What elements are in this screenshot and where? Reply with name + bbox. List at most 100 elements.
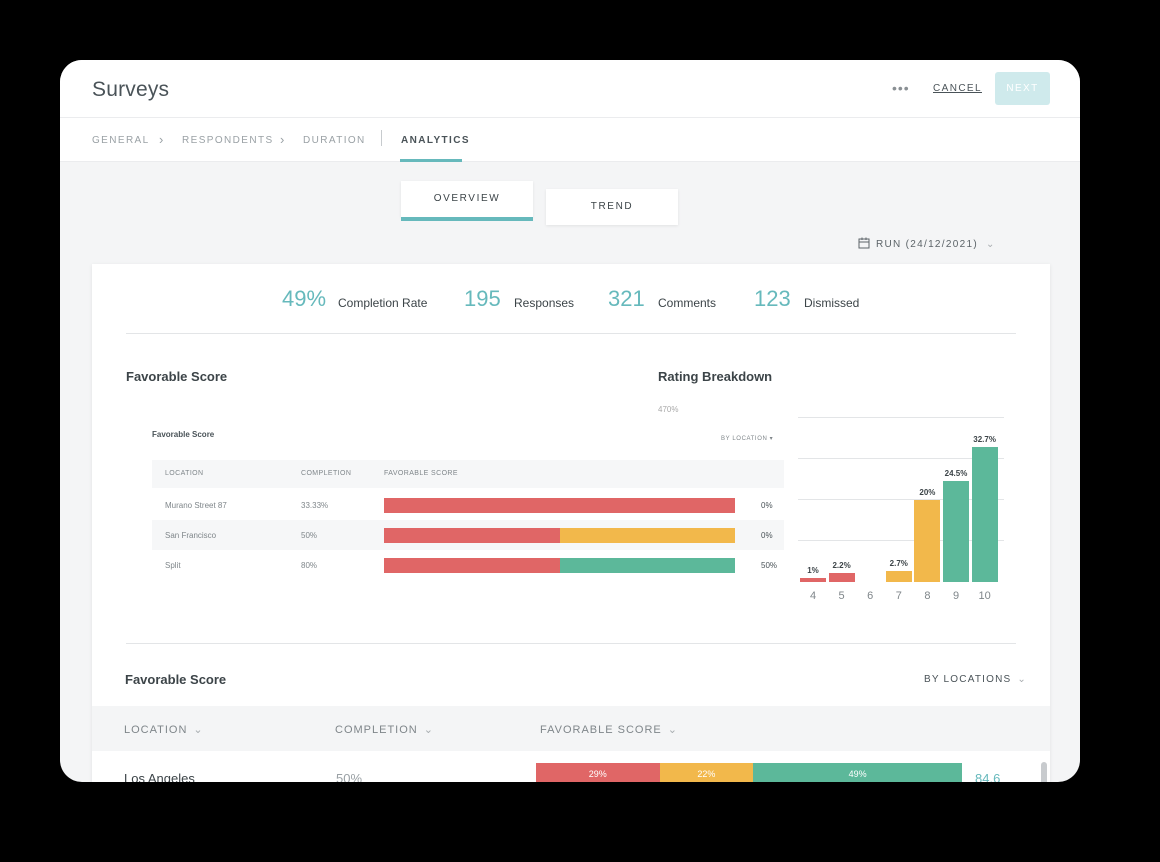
column-completion-label: COMPLETION [335, 724, 418, 736]
rating-bar-label: 32.7% [973, 435, 996, 445]
scrollbar[interactable] [1041, 762, 1047, 782]
sort-favorable-score[interactable]: FAVORABLE SCORE ⌄ [540, 723, 678, 736]
row-completion: 50% [336, 771, 363, 782]
bar-segment-unfavorable [384, 558, 560, 573]
chevron-down-icon: ⌄ [667, 724, 678, 736]
by-location-dropdown[interactable]: BY LOCATION ▾ [721, 436, 774, 442]
rating-tick-label: 5 [838, 590, 845, 602]
column-location: LOCATION [165, 470, 204, 477]
row-completion: 50% [301, 531, 318, 540]
sort-completion[interactable]: COMPLETION ⌄ [335, 723, 434, 736]
survey-window: Surveys ••• CANCEL NEXT GENERAL › RESPON… [60, 60, 1080, 782]
locations-table-header: LOCATION ⌄ COMPLETION ⌄ FAVORABLE SCORE ⌄ [92, 706, 1050, 751]
analytics-card: 49% Completion Rate 195 Responses 321 Co… [92, 264, 1050, 782]
grid-line [798, 499, 1004, 500]
stat-dismissed-label: Dismissed [804, 296, 860, 310]
favorable-score-title: Favorable Score [126, 369, 228, 384]
stat-dismissed-value: 123 [754, 286, 791, 311]
rating-tick-label: 10 [978, 590, 991, 602]
row-location: San Francisco [165, 531, 217, 540]
row-completion: 80% [301, 561, 318, 570]
stat-responses-value: 195 [464, 286, 501, 311]
table-row[interactable]: San Francisco 50% 0% [152, 520, 784, 550]
bar-segment-unfavorable: 29% [536, 763, 660, 782]
by-locations-dropdown[interactable]: BY LOCATIONS ⌄ [924, 674, 1027, 685]
chevron-right-icon: › [159, 132, 164, 147]
row-favorable-pct: 0% [761, 501, 773, 510]
chart-cut-label: 470% [658, 405, 679, 414]
rating-tick-label: 6 [867, 590, 874, 602]
rating-tick-label: 9 [952, 590, 960, 602]
active-step-indicator [400, 159, 462, 162]
column-favorable-score: FAVORABLE SCORE [384, 470, 458, 477]
stat-responses-label: Responses [514, 296, 575, 310]
tab-overview[interactable]: OVERVIEW [401, 181, 533, 221]
row-location: Split [165, 561, 181, 570]
rating-tick-label: 7 [895, 590, 902, 602]
page-title: Surveys [92, 78, 170, 101]
grid-line [798, 417, 1004, 418]
calendar-icon [858, 237, 870, 249]
favorable-table-header: LOCATION COMPLETION FAVORABLE SCORE [152, 460, 784, 488]
table-row[interactable]: Murano Street 87 33.33% 0% [152, 490, 784, 520]
rating-bar-label: 20% [919, 487, 936, 497]
grid-line [798, 540, 1004, 541]
rating-breakdown-title: Rating Breakdown [658, 369, 773, 384]
next-button[interactable]: NEXT [995, 72, 1050, 105]
row-favorable-bar [384, 528, 735, 543]
row-location: Murano Street 87 [165, 501, 227, 510]
row-score: 84.6 [975, 771, 1001, 782]
rating-bar-label: 24.5% [944, 468, 968, 478]
tab-trend[interactable]: TREND [546, 189, 678, 225]
rating-bar-label: 2.7% [889, 558, 908, 568]
rating-bar [828, 572, 855, 582]
sort-location[interactable]: LOCATION ⌄ [124, 723, 204, 736]
run-label: RUN (24/12/2021) [876, 239, 978, 250]
bar-segment-neutral [559, 528, 735, 543]
more-options-icon[interactable]: ••• [892, 80, 910, 96]
step-divider [381, 130, 382, 146]
rating-bar [800, 577, 826, 582]
tab-overview-label: OVERVIEW [433, 193, 501, 204]
chevron-down-icon: ⌄ [193, 724, 204, 736]
rating-bar [914, 499, 941, 582]
step-navigation: GENERAL › RESPONDENTS › DURATION ANALYTI… [60, 118, 1080, 162]
run-selector[interactable]: RUN (24/12/2021) ⌄ [858, 237, 996, 250]
stat-comments-value: 321 [608, 286, 645, 311]
step-respondents[interactable]: RESPONDENTS [182, 135, 274, 146]
rating-bar-label: 1% [807, 565, 819, 575]
rating-bar [885, 570, 912, 582]
bar-segment-neutral: 22% [659, 763, 754, 782]
column-location-label: LOCATION [124, 724, 188, 736]
row-favorable-pct: 0% [761, 531, 773, 540]
chevron-down-icon: ⌄ [1017, 674, 1027, 685]
step-analytics[interactable]: ANALYTICS [401, 135, 470, 146]
favorable-score-inner-title: Favorable Score [152, 430, 215, 439]
step-general[interactable]: GENERAL [92, 135, 150, 146]
by-locations-label: BY LOCATIONS [924, 674, 1012, 685]
grid-line [798, 458, 1004, 459]
row-favorable-pct: 50% [761, 561, 778, 570]
stat-completion-value: 49% [282, 286, 327, 311]
top-bar: Surveys ••• CANCEL NEXT [60, 60, 1080, 118]
cancel-button[interactable]: CANCEL [933, 83, 982, 94]
rating-tick-label: 4 [809, 590, 817, 602]
row-favorable-bar: 29% 22% 49% [536, 763, 962, 782]
chevron-down-icon: ⌄ [985, 239, 996, 250]
locations-table-title: Favorable Score [125, 672, 227, 687]
row-favorable-bar [384, 498, 735, 513]
rating-breakdown-chart: 470% 1% 4 2.2% 5 6 2.7% 7 20% 8 24.5% 9 32.7% 10 [658, 404, 1022, 624]
table-row[interactable]: Split 80% 50% [152, 550, 784, 580]
column-completion: COMPLETION [301, 470, 352, 477]
rating-bar [971, 447, 998, 582]
row-location: Los Angeles [124, 771, 195, 782]
bar-segment-favorable: 49% [753, 763, 962, 782]
divider [126, 643, 1016, 644]
active-tab-indicator [401, 217, 533, 221]
chevron-down-icon: ⌄ [423, 724, 434, 736]
step-duration[interactable]: DURATION [303, 135, 366, 146]
divider [126, 333, 1016, 334]
table-row[interactable]: Los Angeles 50% 29% 22% 49% 84.6 [92, 751, 1050, 782]
rating-tick-label: 8 [924, 590, 931, 602]
row-favorable-bar [384, 558, 735, 573]
